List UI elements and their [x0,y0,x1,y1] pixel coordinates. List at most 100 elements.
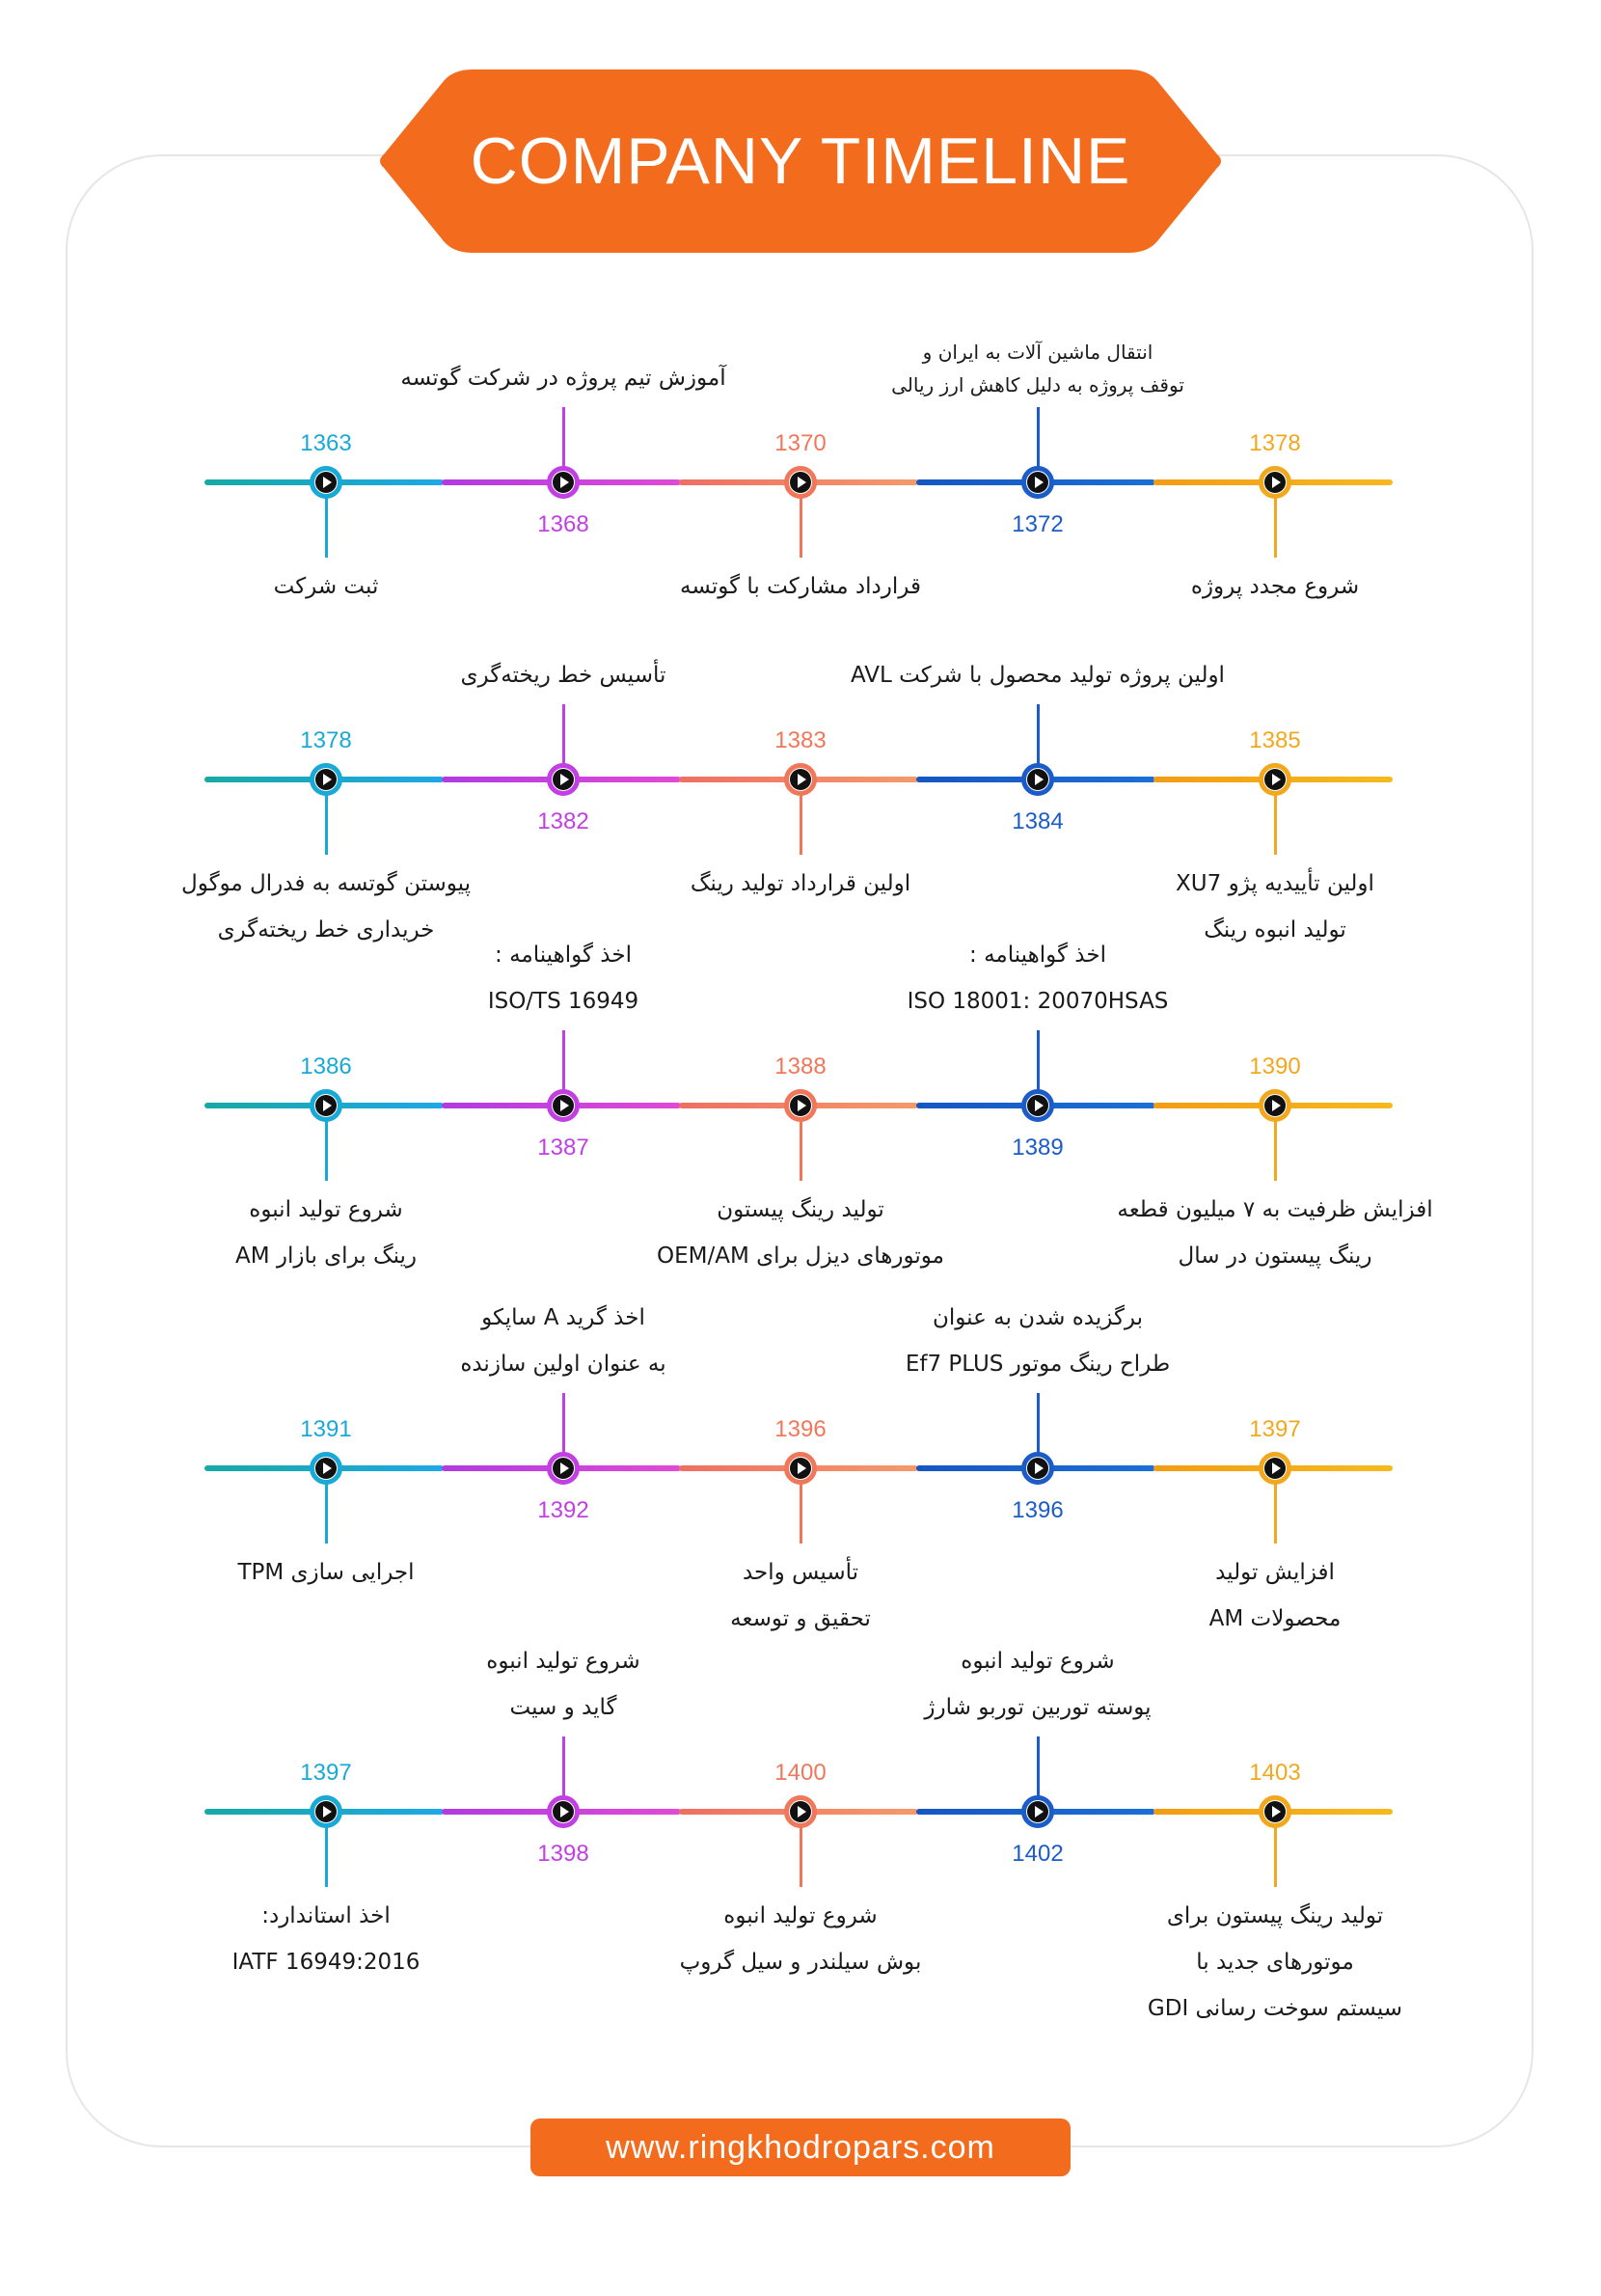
play-icon-circle [553,1458,574,1479]
timeline-event: شروع مجدد پروژه [1082,563,1468,610]
banner-shape [380,69,1221,253]
timeline-node[interactable] [1259,763,1291,796]
timeline-node[interactable] [310,763,342,796]
event-text-line: تولید رینگ پیستون برای [1166,1903,1384,1928]
event-text-line: تأسیس واحد [742,1560,859,1585]
timeline-tick [1274,498,1277,558]
timeline-row: 1363 ثبت شرکت 1368 آموزش تیم پروژه در شرکت … [0,0,1601,599]
event-text-line: شروع تولید انبوه [961,1649,1115,1674]
timeline-event: اجرایی سازی TPM [133,1549,519,1596]
play-icon [560,1462,569,1474]
event-text-line: اخذ گواهینامه : [495,943,632,968]
timeline-year: 1396 [774,1416,827,1442]
timeline-tick [1274,1827,1277,1887]
timeline-node[interactable] [784,466,817,499]
play-icon-circle [315,1801,337,1822]
event-text-line: شروع تولید انبوه [249,1197,403,1222]
play-icon [1035,1462,1044,1474]
timeline-year: 1397 [1249,1416,1301,1442]
event-text-line: پیوستن گوتسه به فدرال موگول [180,871,472,896]
timeline-node[interactable] [1259,1795,1291,1828]
timeline-tick [800,1484,802,1544]
timeline-node[interactable] [1021,1452,1054,1485]
event-text-line: اخذ گواهینامه : [969,943,1106,968]
event-text-line: برگزیده شدن به عنوان [933,1305,1143,1330]
timeline-year: 1389 [1012,1134,1064,1161]
timeline-event: اخذ گواهینامه : ISO 18001: 20070HSAS [845,932,1231,1025]
timeline-node[interactable] [1259,1452,1291,1485]
timeline-node[interactable] [547,763,580,796]
timeline-node[interactable] [547,1452,580,1485]
play-icon-circle [553,472,574,493]
timeline-node[interactable] [1259,1089,1291,1122]
timeline-event: شروع تولید انبوه پوسته توربین توربو شارژ [845,1638,1231,1731]
play-icon [323,1806,332,1818]
timeline-node[interactable] [1021,466,1054,499]
timeline-event: تولید رینگ پیستون برای موتورهای جدید با سی… [1082,1893,1468,2032]
timeline-tick [1037,1030,1040,1090]
timeline-event: پیوستن گوتسه به فدرال موگول خریداری خط ری… [133,861,519,953]
timeline-tick [325,1484,328,1544]
timeline-event: تولید رینگ پیستون موتورهای دیزل برای OEM/… [608,1187,993,1279]
timeline-row: 1386 شروع تولید انبوه رینگ برای بازار AM 13… [0,0,1601,1269]
timeline-tick [1274,1121,1277,1181]
timeline-event: تأسیس واحد تحقیق و توسعه [608,1549,993,1642]
timeline-node[interactable] [784,763,817,796]
timeline-tick [562,1030,565,1090]
timeline-tick [800,795,802,855]
event-text-line: اولین قرارداد تولید رینگ [690,871,911,896]
timeline-node[interactable] [1021,1089,1054,1122]
timeline-tick [562,1736,565,1796]
timeline-node[interactable] [547,466,580,499]
timeline-event: شروع تولید انبوه رینگ برای بازار AM [133,1187,519,1279]
play-icon [560,1100,569,1111]
timeline-node[interactable] [310,1452,342,1485]
event-text-line: تحقیق و توسعه [730,1606,871,1631]
event-text-line: بوش سیلندر و سیل گروپ [679,1950,922,1975]
play-icon [1272,1462,1281,1474]
play-icon [798,774,806,785]
play-icon [1035,774,1044,785]
play-icon-circle [1264,1801,1286,1822]
timeline-year: 1382 [537,808,589,834]
website-link[interactable]: www.ringkhodropars.com [530,2118,1071,2176]
play-icon [1035,477,1044,488]
timeline-tick [325,795,328,855]
play-icon-circle [315,769,337,790]
event-text-line: آموزش تیم پروژه در شرکت گوتسه [400,366,726,391]
play-icon-circle [315,472,337,493]
timeline-node[interactable] [784,1795,817,1828]
timeline-node[interactable] [547,1089,580,1122]
timeline-node[interactable] [784,1452,817,1485]
event-text-line: افزایش تولید [1215,1560,1335,1585]
play-icon [1272,1806,1281,1818]
play-icon [798,1806,806,1818]
event-text-line: ISO 18001: 20070HSAS [907,989,1169,1014]
timeline-node[interactable] [784,1089,817,1122]
timeline-tick [800,1827,802,1887]
timeline-tick [800,498,802,558]
timeline-node[interactable] [310,1089,342,1122]
play-icon [323,774,332,785]
event-text-line: انتقال ماشین آلات به ایران و [922,341,1153,364]
event-text-line: سیستم سوخت رسانی GDI [1147,1996,1403,2021]
timeline-node[interactable] [310,1795,342,1828]
timeline-event: افزایش ظرفیت به ۷ میلیون قطعه رینگ پیستون… [1082,1187,1468,1279]
event-text-line: تأسیس خط ریخته‌گری [460,663,666,688]
event-text-line: ثبت شرکت [273,574,379,599]
event-text-line: شروع تولید انبوه [486,1649,640,1674]
timeline-year: 1397 [300,1760,352,1786]
event-text-line: افزایش ظرفیت به ۷ میلیون قطعه [1117,1197,1433,1222]
timeline-node[interactable] [1021,763,1054,796]
timeline-node[interactable] [547,1795,580,1828]
timeline-node[interactable] [310,466,342,499]
event-text-line: شروع تولید انبوه [723,1903,878,1928]
play-icon [1035,1806,1044,1818]
play-icon-circle [790,1801,811,1822]
timeline-year: 1383 [774,727,827,753]
timeline-year: 1402 [1012,1841,1064,1867]
play-icon [323,477,332,488]
timeline-node[interactable] [1259,466,1291,499]
timeline-node[interactable] [1021,1795,1054,1828]
timeline-event: آموزش تیم پروژه در شرکت گوتسه [370,355,756,401]
